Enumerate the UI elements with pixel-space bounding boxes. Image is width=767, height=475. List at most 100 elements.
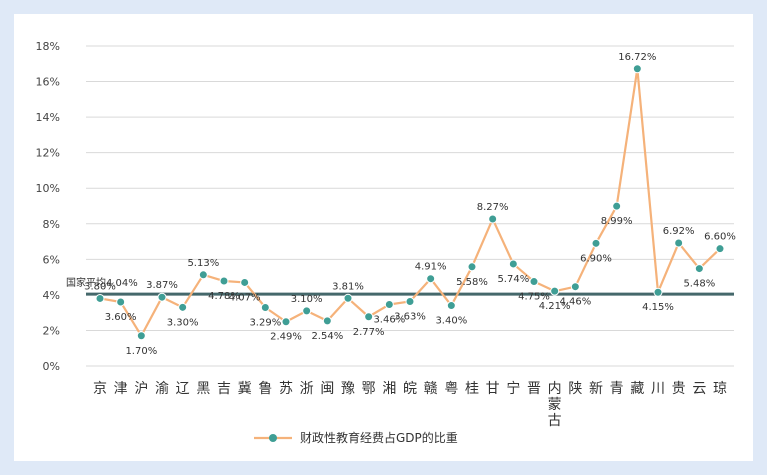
data-label: 3.46% [373, 314, 405, 325]
x-tick-label: 皖 [403, 381, 417, 397]
data-point [570, 282, 580, 292]
data-label: 1.70% [125, 346, 157, 357]
data-point [364, 312, 374, 322]
data-point [405, 296, 415, 306]
data-point [467, 262, 477, 272]
x-tick-label: 甘 [486, 381, 500, 397]
data-point [446, 301, 456, 311]
data-label: 6.92% [663, 226, 695, 237]
data-label: 2.49% [270, 332, 302, 343]
data-point [426, 274, 436, 284]
data-label: 4.07% [229, 292, 261, 303]
data-label: 4.78% [208, 291, 240, 302]
x-tick-label: 渝 [155, 381, 169, 397]
x-tick-label: 粤 [444, 381, 458, 397]
data-point [260, 303, 270, 313]
data-label: 8.99% [601, 216, 633, 227]
data-point [240, 277, 250, 287]
y-tick-label: 0% [43, 360, 60, 373]
y-tick-label: 10% [36, 182, 60, 195]
x-tick-label: 川 [651, 381, 665, 397]
data-point [715, 244, 725, 254]
x-tick-label: 古 [548, 413, 562, 429]
x-tick-label: 藏 [630, 381, 644, 397]
data-label: 6.60% [704, 232, 736, 243]
data-label: 3.40% [435, 316, 467, 327]
data-label: 4.46% [559, 297, 591, 308]
data-label: 5.48% [683, 279, 715, 290]
data-label: 4.75% [518, 292, 550, 303]
data-point [694, 264, 704, 274]
data-label: 3.60% [105, 312, 137, 323]
data-point [529, 277, 539, 287]
y-tick-label: 14% [36, 111, 60, 124]
x-tick-label: 京 [93, 381, 107, 397]
data-point [488, 214, 498, 224]
data-point [116, 297, 126, 307]
data-point [653, 287, 663, 297]
education-spending-line-chart: 0% 2% 4% 6% 8% 10% 12% 14% 16% 18% 京津沪渝辽黑吉冀鲁苏浙闽豫鄂湘… [36, 40, 736, 445]
data-point [591, 238, 601, 248]
x-tick-label: 津 [114, 381, 128, 397]
y-tick-label: 6% [43, 253, 60, 266]
national-average-label: 国家平均4.04% [66, 276, 138, 289]
x-tick-label: 桂 [465, 381, 479, 397]
y-tick-label: 2% [43, 324, 60, 337]
data-label: 3.63% [394, 311, 426, 322]
data-point [178, 302, 188, 312]
data-label: 6.90% [580, 253, 612, 264]
y-tick-label: 12% [36, 147, 60, 160]
x-tick-label: 辽 [176, 381, 190, 397]
data-point [219, 276, 229, 286]
data-label: 5.58% [456, 277, 488, 288]
legend-marker [269, 434, 277, 442]
data-label: 3.29% [249, 318, 281, 329]
data-label: 8.27% [477, 202, 509, 213]
x-tick-label: 冀 [238, 381, 252, 397]
x-tick-label: 闽 [320, 381, 334, 397]
data-point [95, 293, 105, 303]
data-label: 2.54% [311, 331, 343, 342]
x-tick-label: 云 [692, 381, 706, 397]
data-label: 3.81% [332, 281, 364, 292]
x-tick-label: 浙 [300, 381, 314, 397]
data-point [281, 317, 291, 327]
data-point [343, 293, 353, 303]
x-tick-label: 内 [548, 381, 562, 397]
x-tick-label: 琼 [713, 381, 727, 397]
x-tick-label: 湘 [382, 381, 396, 397]
x-tick-label: 贵 [672, 381, 686, 397]
data-point [136, 331, 146, 341]
data-point [612, 201, 622, 211]
data-label: 16.72% [618, 52, 656, 63]
data-label: 4.21% [539, 301, 571, 312]
y-tick-label: 8% [43, 218, 60, 231]
x-tick-label: 晋 [527, 381, 541, 397]
data-point [322, 316, 332, 326]
x-tick-label: 黑 [196, 381, 210, 397]
data-label: 3.10% [291, 294, 323, 305]
y-tick-label: 18% [36, 40, 60, 53]
x-tick-label: 陕 [568, 381, 582, 397]
data-label: 3.30% [167, 317, 199, 328]
data-point [632, 64, 642, 74]
data-point [508, 259, 518, 269]
chart-frame: 0% 2% 4% 6% 8% 10% 12% 14% 16% 18% 京津沪渝辽黑吉冀鲁苏浙闽豫鄂湘… [14, 14, 753, 461]
x-tick-label: 鲁 [258, 381, 272, 397]
data-label: 5.13% [187, 258, 219, 269]
x-tick-label: 蒙 [548, 397, 562, 413]
x-tick-label: 鄂 [362, 381, 376, 397]
x-tick-label: 新 [589, 381, 603, 397]
data-point [302, 306, 312, 316]
data-point [550, 286, 560, 296]
data-label: 5.74% [497, 274, 529, 285]
data-point [198, 270, 208, 280]
y-tick-label: 16% [36, 76, 60, 89]
data-label: 4.91% [415, 262, 447, 273]
data-label: 3.80% [84, 281, 116, 292]
data-point [674, 238, 684, 248]
x-tick-label: 赣 [424, 381, 438, 397]
x-tick-label: 沪 [134, 381, 148, 397]
data-label: 2.77% [353, 327, 385, 338]
x-tick-label: 青 [610, 381, 624, 397]
